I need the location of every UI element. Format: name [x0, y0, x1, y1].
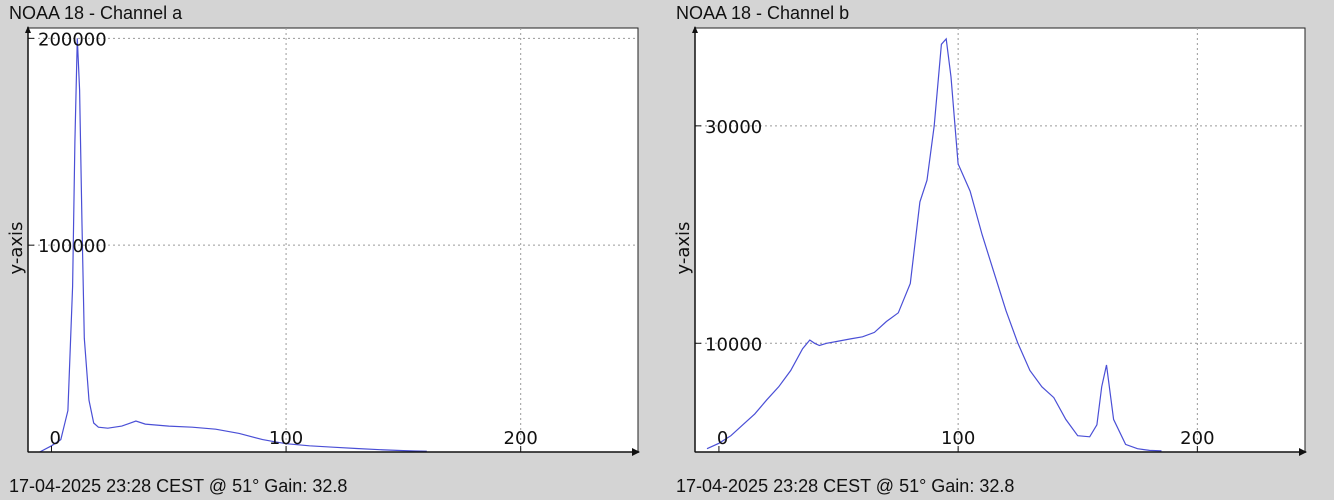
y-tick-label: 30000 — [705, 117, 762, 138]
x-tick-label: 100 — [941, 428, 975, 449]
series-line — [706, 37, 1162, 452]
plot-area — [694, 27, 1306, 453]
x-tick-label: 0 — [717, 428, 728, 449]
x-tick-label: 200 — [1180, 428, 1214, 449]
x-tick-label: 100 — [269, 428, 303, 449]
y-axis-arrow-icon — [25, 26, 31, 33]
chart-a-title: NOAA 18 - Channel a — [9, 3, 183, 23]
y-axis-label: y-axis — [6, 222, 27, 275]
chart-b-footer: 17-04-2025 23:28 CEST @ 51° Gain: 32.8 — [676, 476, 1015, 496]
chart-b-title: NOAA 18 - Channel b — [676, 3, 850, 23]
y-tick-label: 100000 — [38, 236, 107, 257]
chart-b-svg: 0 100 200 10000 30000 y-axis — [673, 26, 1307, 456]
chart-a-svg: 0 100 200 100000 200000 y-axis — [6, 26, 640, 456]
chart-a-footer: 17-04-2025 23:28 CEST @ 51° Gain: 32.8 — [9, 476, 348, 496]
chart-panel-a: 0 100 200 100000 200000 y-axis NOAA 18 - Chan… — [6, 3, 640, 496]
x-axis-arrow-icon — [1299, 448, 1307, 456]
series-line — [39, 38, 427, 453]
x-tick-label: 0 — [49, 428, 60, 449]
y-tick-label: 200000 — [38, 29, 107, 50]
plot-area — [27, 27, 639, 453]
x-axis-arrow-icon — [632, 448, 640, 456]
y-tick-label: 10000 — [705, 334, 762, 355]
x-tick-label: 200 — [504, 428, 538, 449]
y-axis-label: y-axis — [673, 222, 694, 275]
y-axis-arrow-icon — [692, 26, 698, 33]
chart-panel-b: 0 100 200 10000 30000 y-axis NOAA 18 - Channe… — [667, 0, 1334, 500]
